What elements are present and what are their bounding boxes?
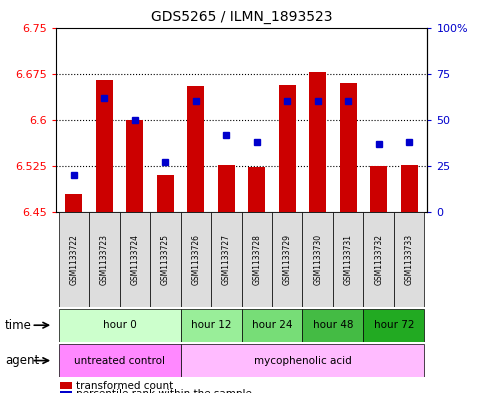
Text: GSM1133731: GSM1133731: [344, 234, 353, 285]
Text: mycophenolic acid: mycophenolic acid: [254, 356, 351, 365]
Bar: [363, 309, 425, 342]
Bar: [302, 309, 363, 342]
Bar: [181, 344, 425, 377]
Bar: [279, 85, 296, 212]
Bar: [58, 309, 181, 342]
Text: percentile rank within the sample: percentile rank within the sample: [76, 389, 252, 393]
Bar: [127, 120, 143, 212]
Text: hour 12: hour 12: [191, 320, 231, 330]
Text: GSM1133732: GSM1133732: [374, 234, 383, 285]
Bar: [272, 212, 302, 307]
Text: hour 0: hour 0: [103, 320, 136, 330]
Text: GSM1133729: GSM1133729: [283, 234, 292, 285]
Bar: [370, 166, 387, 212]
Bar: [181, 309, 242, 342]
Bar: [394, 212, 425, 307]
Bar: [242, 309, 302, 342]
Text: agent: agent: [5, 354, 39, 367]
Text: hour 72: hour 72: [374, 320, 414, 330]
Bar: [340, 83, 356, 212]
Bar: [120, 212, 150, 307]
Bar: [150, 212, 181, 307]
Text: GSM1133725: GSM1133725: [161, 234, 170, 285]
Text: GSM1133723: GSM1133723: [100, 234, 109, 285]
Text: GSM1133727: GSM1133727: [222, 234, 231, 285]
Text: hour 48: hour 48: [313, 320, 353, 330]
Text: GDS5265 / ILMN_1893523: GDS5265 / ILMN_1893523: [151, 10, 332, 24]
Bar: [333, 212, 363, 307]
Text: hour 24: hour 24: [252, 320, 292, 330]
Text: GSM1133730: GSM1133730: [313, 234, 322, 285]
Bar: [363, 212, 394, 307]
Bar: [309, 72, 326, 212]
Text: GSM1133722: GSM1133722: [70, 234, 78, 285]
Bar: [248, 167, 265, 212]
Bar: [181, 212, 211, 307]
Bar: [242, 212, 272, 307]
Bar: [58, 344, 181, 377]
Bar: [218, 165, 235, 212]
Text: transformed count: transformed count: [76, 380, 173, 391]
Text: untreated control: untreated control: [74, 356, 165, 365]
Bar: [401, 165, 417, 212]
Bar: [89, 212, 120, 307]
Text: time: time: [5, 319, 32, 332]
Bar: [66, 194, 82, 212]
Text: GSM1133728: GSM1133728: [252, 234, 261, 285]
Bar: [157, 175, 174, 212]
Bar: [96, 80, 113, 212]
Text: GSM1133733: GSM1133733: [405, 234, 413, 285]
Text: GSM1133726: GSM1133726: [191, 234, 200, 285]
Bar: [187, 86, 204, 212]
Text: GSM1133724: GSM1133724: [130, 234, 139, 285]
Bar: [211, 212, 242, 307]
Bar: [58, 212, 89, 307]
Bar: [302, 212, 333, 307]
